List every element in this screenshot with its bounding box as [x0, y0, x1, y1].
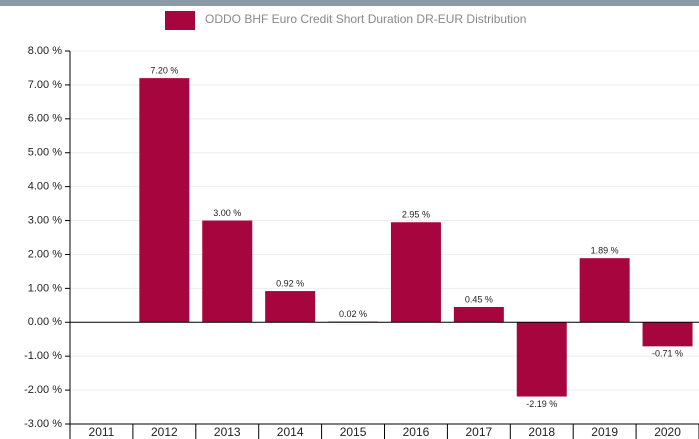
x-tick-label: 2019 [591, 425, 618, 439]
bar [390, 222, 441, 323]
bar [642, 322, 693, 347]
bar [265, 291, 316, 323]
y-tick-label: 6.00 % [28, 113, 62, 125]
value-label: 1.89 % [591, 246, 619, 256]
x-tick-label: 2018 [528, 425, 555, 439]
bar [139, 78, 190, 323]
y-tick-label: 2.00 % [28, 248, 62, 260]
value-label: 0.45 % [465, 294, 493, 304]
bar [579, 258, 630, 323]
y-tick-label: 4.00 % [28, 181, 62, 193]
bar [453, 307, 504, 323]
value-label: 0.02 % [339, 309, 367, 319]
x-tick-label: 2013 [214, 425, 241, 439]
legend-label: ODDO BHF Euro Credit Short Duration DR-E… [205, 12, 526, 26]
y-tick-label: 3.00 % [28, 214, 62, 226]
top-band [0, 0, 699, 6]
x-tick-label: 2016 [403, 425, 430, 439]
y-tick-label: 5.00 % [28, 147, 62, 159]
x-tick-label: 2014 [277, 425, 304, 439]
x-tick-label: 2017 [465, 425, 492, 439]
value-label: 0.92 % [276, 278, 304, 288]
y-tick-label: 0.00 % [28, 316, 62, 328]
legend-swatch [165, 11, 195, 30]
y-tick-label: -2.00 % [24, 384, 62, 396]
value-label: -0.71 % [652, 349, 683, 359]
bar [516, 322, 567, 397]
y-tick-label: 1.00 % [28, 282, 62, 294]
y-tick-label: 7.00 % [28, 79, 62, 91]
x-tick-label: 2020 [654, 425, 681, 439]
value-label: -2.19 % [526, 399, 557, 409]
x-tick-label: 2011 [89, 425, 115, 439]
y-tick-label: -3.00 % [24, 418, 62, 430]
x-tick-label: 2012 [151, 425, 178, 439]
value-label: 2.95 % [402, 210, 430, 220]
value-label: 3.00 % [213, 208, 241, 218]
value-label: 7.20 % [150, 66, 178, 76]
x-tick-label: 2015 [340, 425, 367, 439]
y-tick-label: -1.00 % [24, 350, 62, 362]
bar [202, 220, 253, 323]
y-tick-label: 8.00 % [28, 45, 62, 57]
